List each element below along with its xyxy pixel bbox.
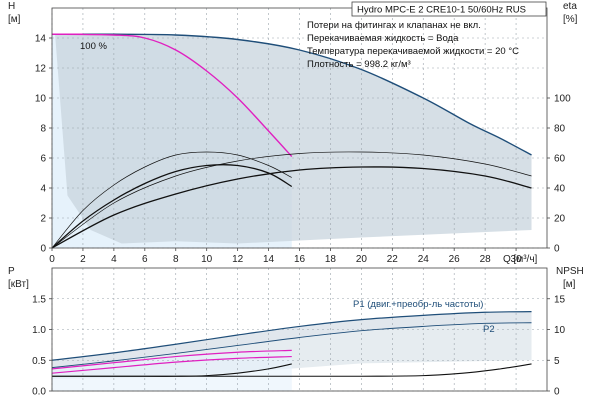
lower-right-axis-name: NPSH — [556, 266, 584, 277]
power-tick-label: 1.5 — [32, 294, 46, 305]
chart-title: Hydro MPC-E 2 CRE10-1 50/60Hz RUS — [357, 5, 526, 16]
power-tick-label: 0.0 — [32, 387, 46, 398]
y2-tick-label: 60 — [554, 154, 566, 165]
note-density: Плотность = 998.2 кг/м³ — [307, 59, 411, 70]
upper-right-axis-unit: [%] — [563, 14, 578, 25]
x-tick-label: 4 — [111, 254, 117, 265]
x-tick-label: 18 — [325, 254, 337, 265]
x-tick-label: 14 — [263, 254, 275, 265]
x-tick-label: 20 — [356, 254, 368, 265]
y2-tick-label: 100 — [554, 94, 571, 105]
lower-left-axis-name: P — [8, 266, 15, 277]
x-tick-label: 26 — [449, 254, 461, 265]
lower-right-axis-unit: [м] — [563, 279, 576, 290]
p1-curve — [51, 311, 532, 361]
note-temperature: Температура перекачиваемой жидкости = 20… — [307, 46, 519, 57]
x-tick-label: 2 — [80, 254, 86, 265]
y2-tick-label: 20 — [554, 214, 566, 225]
note-losses: Потери на фитингах и клапанах не вкл. — [307, 20, 481, 31]
head-duty-curve — [51, 33, 293, 157]
y-tick-label: 8 — [40, 124, 46, 135]
efficiency-single-curve — [51, 151, 292, 249]
speed-label: 100 % — [80, 41, 107, 52]
y-tick-label: 0 — [40, 244, 46, 255]
x-tick-label: 0 — [49, 254, 55, 265]
p2-duty-curve — [51, 355, 292, 374]
x-tick-label: 8 — [173, 254, 179, 265]
y-tick-label: 4 — [40, 184, 46, 195]
x-tick-label: 12 — [232, 254, 244, 265]
x-tick-label: 28 — [480, 254, 492, 265]
x-tick-label: 10 — [201, 254, 213, 265]
notes-block: Потери на фитингах и клапанах не вкл. Пе… — [307, 20, 519, 70]
x-axis-label: Q [м³/ч] — [503, 254, 538, 265]
npsh-tick-label: 10 — [554, 325, 566, 336]
y2-tick-label: 0 — [554, 244, 560, 255]
power-tick-label: 0.5 — [32, 356, 46, 367]
npsh-tick-label: 0 — [554, 387, 560, 398]
x-tick-label: 30 — [511, 254, 523, 265]
y-tick-label: 14 — [35, 34, 47, 45]
duty-power-area — [52, 350, 292, 391]
x-tick-label: 6 — [142, 254, 148, 265]
npsh-tick-label: 15 — [554, 294, 566, 305]
title-box — [351, 1, 547, 17]
p2-curve — [51, 322, 532, 369]
upper-left-axis-unit: [м] — [8, 14, 21, 25]
power-tick-label: 1.0 — [32, 325, 46, 336]
efficiency-single-curve — [51, 164, 293, 249]
legend-p1: P1 (двиг.+преобр-ль частоты) — [353, 299, 483, 310]
x-tick-label: 16 — [294, 254, 306, 265]
note-liquid: Перекачиваемая жидкость = Вода — [307, 33, 459, 44]
y-tick-label: 12 — [35, 64, 47, 75]
x-tick-label: 22 — [387, 254, 399, 265]
legend-p2: P2 — [483, 324, 495, 335]
npsh-tick-label: 5 — [554, 356, 560, 367]
upper-right-axis-name: eta — [563, 1, 577, 12]
p1-duty-curve — [51, 349, 292, 370]
efficiency-dual-curve — [51, 166, 532, 249]
y-tick-label: 2 — [40, 214, 46, 225]
efficiency-dual-curve — [51, 151, 532, 249]
operating-range-area — [52, 34, 532, 244]
y2-tick-label: 40 — [554, 184, 566, 195]
upper-left-axis-name: H — [8, 1, 15, 12]
y2-tick-label: 80 — [554, 124, 566, 135]
x-tick-label: 24 — [418, 254, 430, 265]
npsh-dual-curve — [52, 363, 532, 377]
y-tick-label: 10 — [35, 94, 47, 105]
y-tick-label: 6 — [40, 154, 46, 165]
head-max-curve — [51, 33, 532, 156]
lower-left-axis-unit: [кВт] — [8, 279, 29, 290]
